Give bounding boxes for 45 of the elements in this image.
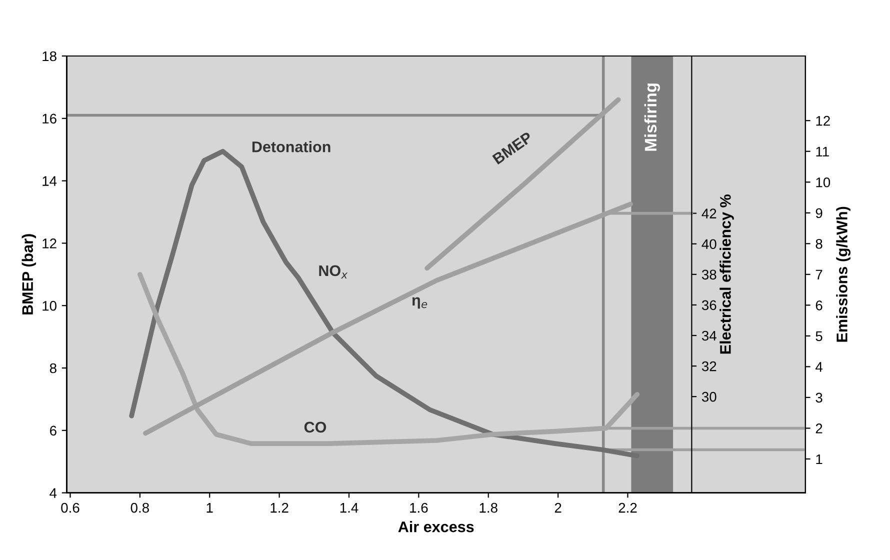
y2-tick-label: 8 bbox=[816, 238, 822, 249]
y3-tick-label: 30 bbox=[702, 392, 716, 402]
y2-tick-label: 2 bbox=[816, 424, 822, 434]
x-tick-label: 1.4 bbox=[340, 503, 358, 513]
y-tick-label: 6 bbox=[50, 426, 56, 436]
y2-axis-title: Emissions (g/kWh) bbox=[836, 206, 850, 342]
y-tick-label: 10 bbox=[42, 300, 56, 311]
y-tick-label: 4 bbox=[50, 488, 57, 498]
y2-tick-label: 11 bbox=[816, 146, 829, 156]
y2-tick-label: 6 bbox=[816, 300, 822, 310]
x-axis-title: Air excess bbox=[398, 521, 474, 532]
y-tick-label: 18 bbox=[42, 51, 56, 62]
y2-tick-label: 5 bbox=[816, 331, 822, 342]
y3-tick-label: 32 bbox=[702, 361, 716, 372]
y2-tick-label: 1 bbox=[816, 454, 822, 464]
x-tick-label: 1 bbox=[206, 503, 213, 513]
x-tick-label: 1.6 bbox=[410, 502, 428, 513]
y2-tick-label: 7 bbox=[816, 270, 822, 280]
annotation: Detonation bbox=[252, 141, 330, 152]
y3-tick-label: 34 bbox=[702, 330, 716, 341]
y-tick-label: 8 bbox=[50, 363, 56, 374]
y3-axis-title: Electrical efficiency % bbox=[720, 194, 734, 354]
y3-tick-label: 42 bbox=[702, 208, 716, 218]
y3-tick-label: 38 bbox=[702, 270, 716, 280]
series-label: NO$_{x}$ bbox=[319, 265, 348, 278]
series-label: η$_{e}$ bbox=[412, 297, 428, 309]
y2-tick-label: 9 bbox=[816, 208, 822, 218]
y-axis-title: BMEP (bar) bbox=[22, 234, 36, 314]
y-tick-label: 16 bbox=[42, 114, 56, 124]
y2-tick-label: 12 bbox=[816, 116, 830, 126]
series-label: CO bbox=[304, 422, 326, 433]
y3-tick-label: 40 bbox=[702, 239, 716, 250]
x-tick-label: 1.2 bbox=[270, 502, 288, 513]
x-tick-label: 0.6 bbox=[61, 502, 80, 513]
y3-tick-label: 36 bbox=[702, 300, 716, 310]
band-label: Misfiring bbox=[644, 84, 660, 151]
y2-tick-label: 3 bbox=[816, 392, 822, 403]
x-tick-label: 0.8 bbox=[130, 502, 149, 513]
y2-tick-label: 10 bbox=[816, 177, 830, 188]
y-tick-label: 12 bbox=[42, 238, 56, 248]
y-tick-label: 14 bbox=[42, 176, 57, 186]
y2-tick-label: 4 bbox=[815, 362, 822, 372]
x-tick-label: 1.8 bbox=[480, 502, 498, 513]
x-tick-label: 2 bbox=[554, 502, 562, 513]
x-tick-label: 2.2 bbox=[618, 502, 637, 513]
